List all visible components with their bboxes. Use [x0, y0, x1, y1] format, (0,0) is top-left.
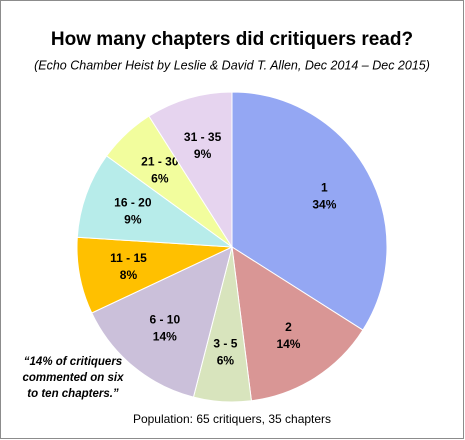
slice-value-label: 14% [276, 337, 300, 351]
slice-value-label: 6% [151, 171, 169, 185]
slice-category-label: 31 - 35 [184, 130, 222, 144]
slice-category-label: 2 [285, 320, 292, 334]
slice-category-label: 6 - 10 [149, 312, 180, 326]
pie-slice [76, 155, 234, 248]
pie-slice [231, 91, 388, 331]
footnote: Population: 65 critiquers, 35 chapters [133, 412, 331, 426]
annotation-line: to ten chapters.” [27, 388, 119, 400]
slice-value-label: 34% [312, 197, 336, 211]
chart-subtitle: (Echo Chamber Heist by Leslie & David T.… [34, 58, 430, 72]
slice-value-label: 9% [194, 147, 212, 161]
slice-category-label: 11 - 15 [110, 251, 147, 265]
slice-value-label: 8% [120, 268, 138, 282]
slice-value-label: 14% [153, 329, 177, 343]
slice-category-label: 16 - 20 [114, 195, 152, 209]
slice-value-label: 9% [124, 212, 142, 226]
slice-category-label: 1 [321, 180, 328, 194]
pie-slice [91, 246, 233, 398]
chart-title: How many chapters did critiquers read? [51, 29, 413, 50]
slice-category-label: 21 - 30 [141, 154, 179, 168]
slice-category-label: 3 - 5 [213, 336, 237, 350]
annotation-line: “14% of critiquers [24, 356, 122, 368]
pie-slice [148, 91, 233, 249]
annotation-line: commented on six [23, 372, 125, 384]
slice-value-label: 6% [217, 353, 235, 367]
pie-slice [231, 246, 364, 402]
